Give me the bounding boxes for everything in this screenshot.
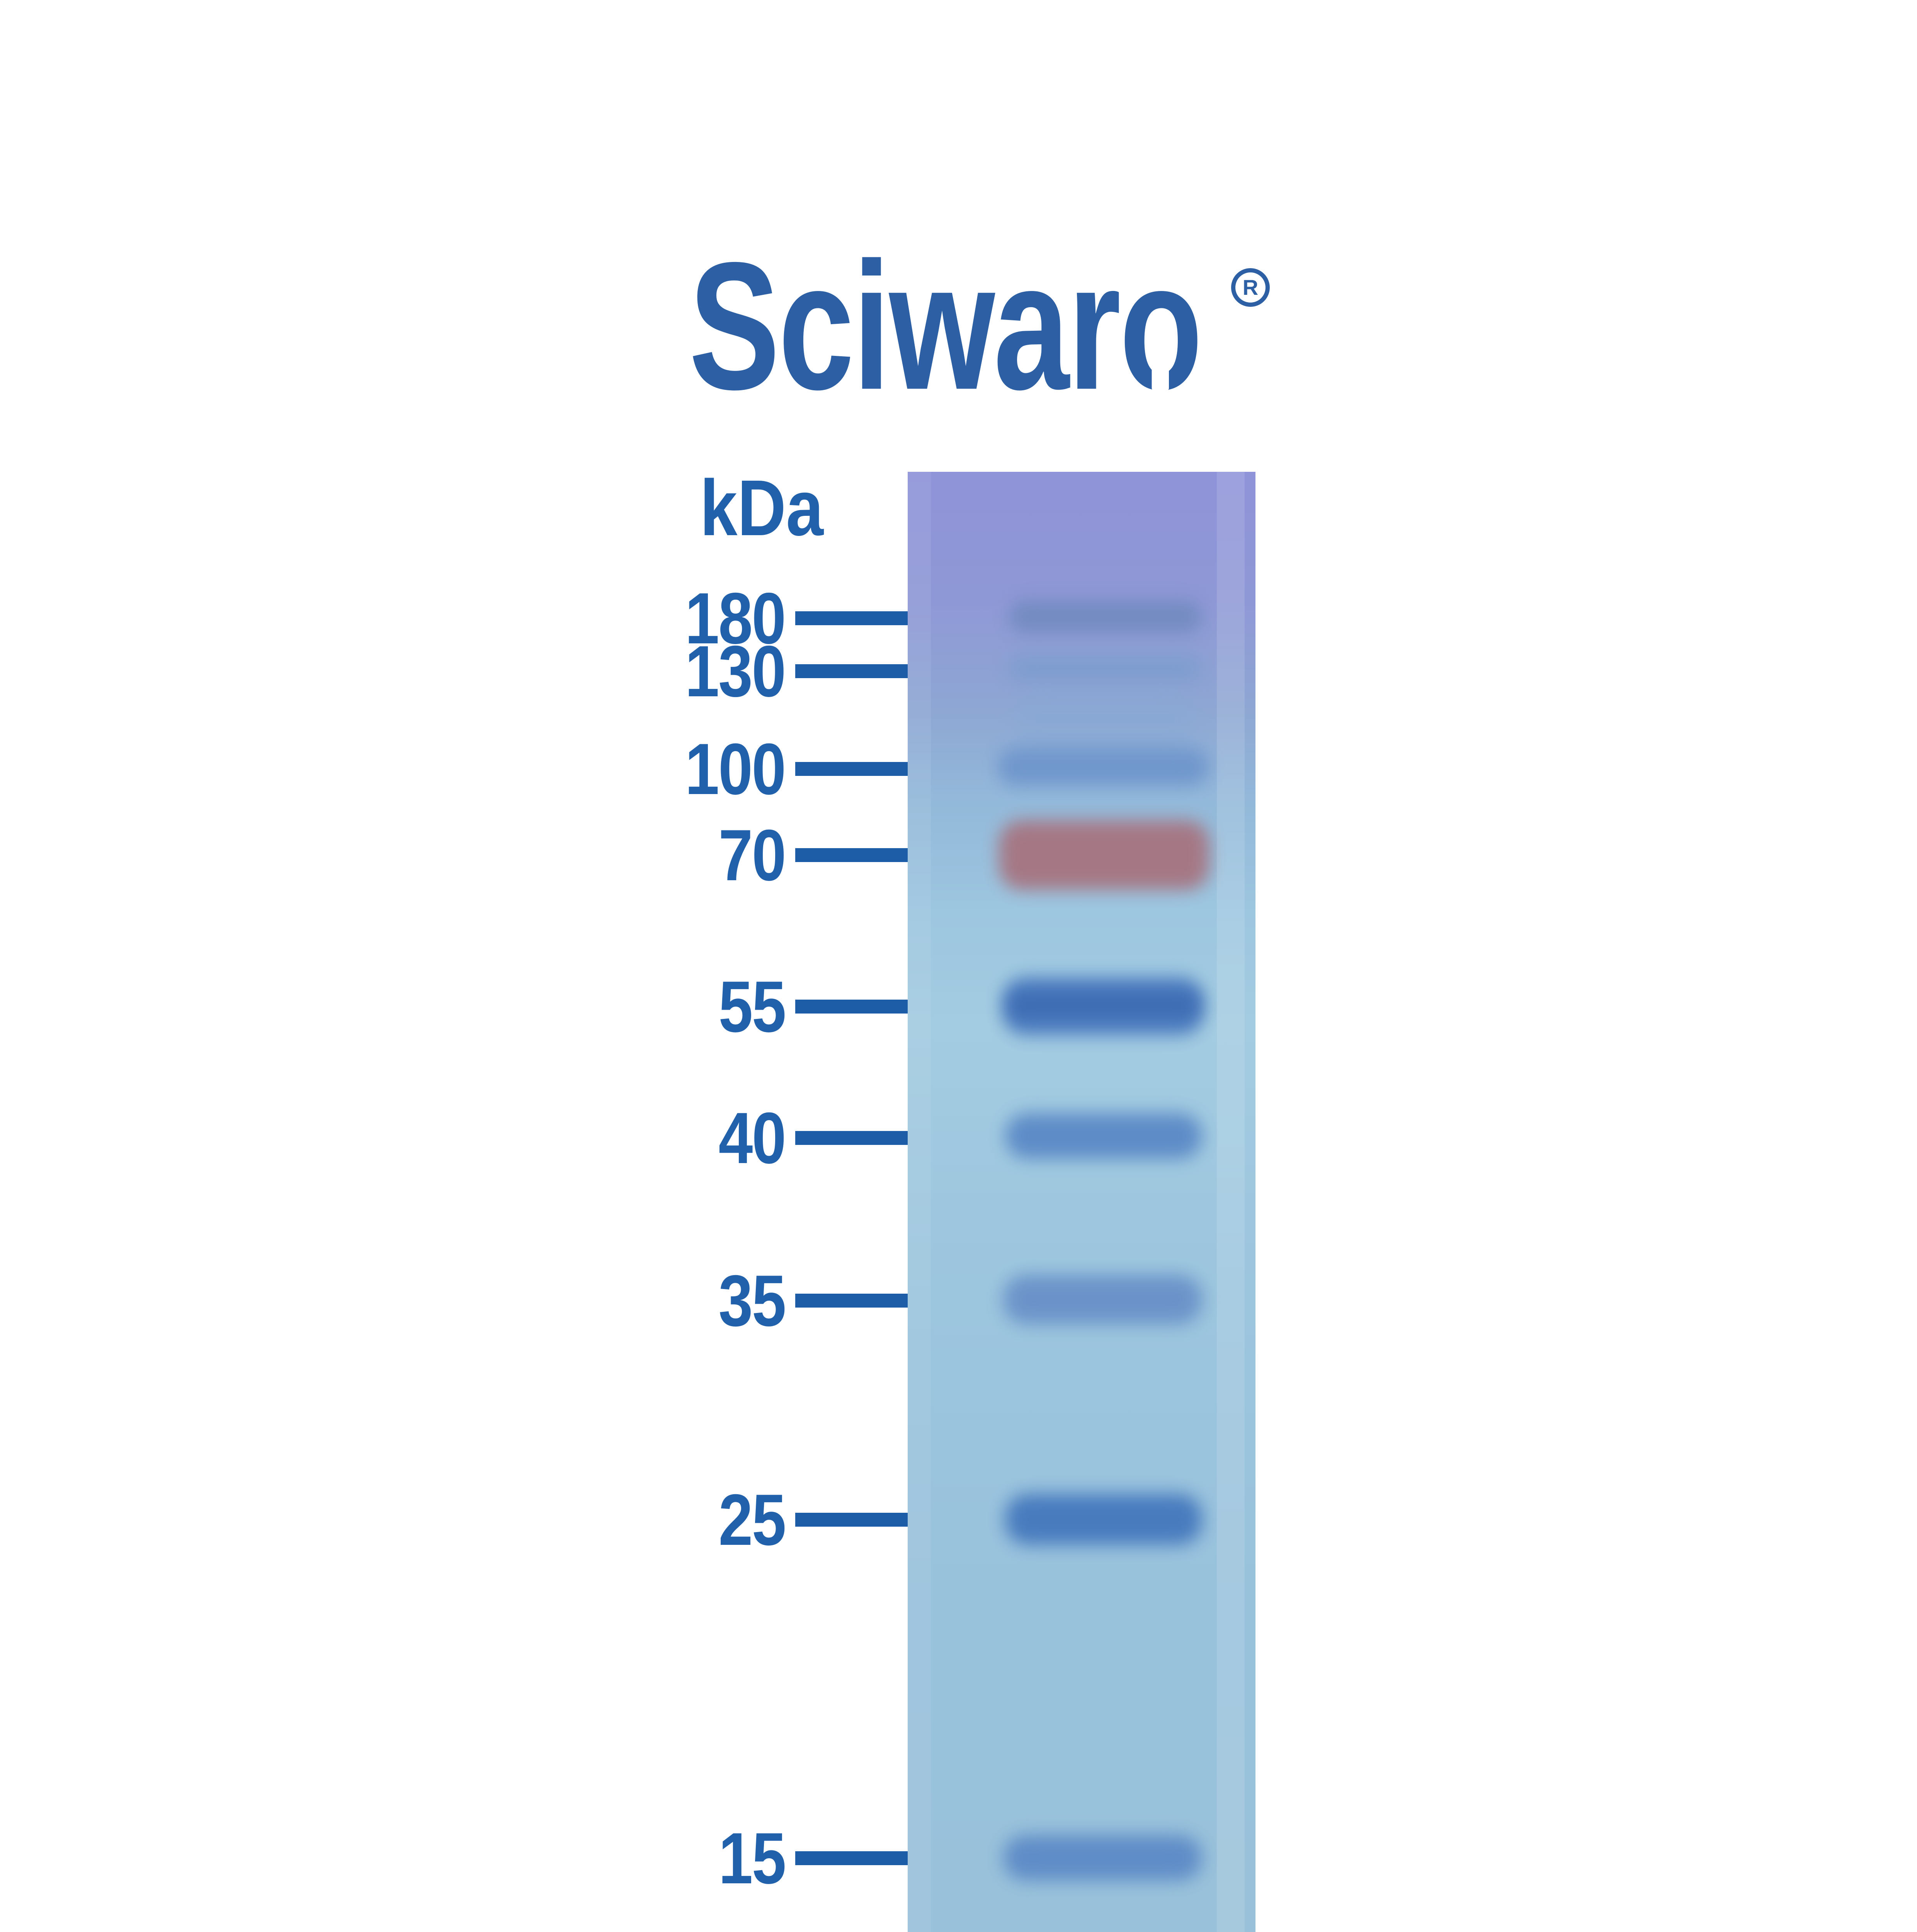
marker-label: 55 xyxy=(718,966,786,1047)
gel-smear-130-100 xyxy=(1014,690,1196,748)
gel-band-35 xyxy=(1003,1275,1202,1324)
gel-band-130 xyxy=(1007,654,1203,683)
registered-trademark-icon: R xyxy=(1231,268,1270,307)
gel-band-55-core xyxy=(1007,993,1200,1018)
marker-label: 15 xyxy=(718,1818,786,1899)
gel-band-25 xyxy=(1005,1494,1202,1545)
marker-label: 180 xyxy=(685,578,786,659)
gel-band-100 xyxy=(997,747,1209,786)
brand-logo: Sciwaro xyxy=(689,235,1203,417)
gel-band-180 xyxy=(1009,600,1202,633)
marker-label: 25 xyxy=(718,1479,786,1560)
brand-name-o: o xyxy=(1119,235,1203,417)
marker-label: 40 xyxy=(718,1097,786,1179)
gel-band-40 xyxy=(1005,1113,1202,1159)
gel-band-70-red xyxy=(999,820,1209,890)
brand-name: Sciwar xyxy=(689,224,1121,427)
marker-label: 130 xyxy=(685,631,786,712)
marker-label: 70 xyxy=(718,815,786,896)
gel-band-15 xyxy=(1003,1835,1202,1881)
unit-label-kda: kDa xyxy=(700,464,823,552)
marker-label: 100 xyxy=(685,728,786,810)
gel-lane xyxy=(908,472,1255,1932)
marker-label: 35 xyxy=(718,1260,786,1341)
registered-letter: R xyxy=(1242,275,1259,299)
